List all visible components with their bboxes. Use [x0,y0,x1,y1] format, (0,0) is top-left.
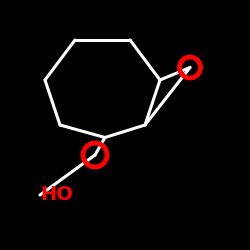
Text: HO: HO [40,186,73,204]
